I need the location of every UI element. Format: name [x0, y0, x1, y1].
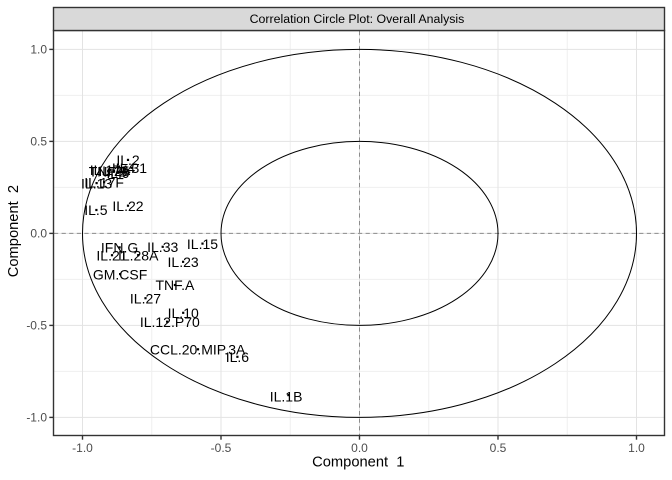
svg-text:TNF.B: TNF.B: [89, 163, 128, 179]
svg-text:0.5: 0.5: [30, 135, 47, 149]
svg-text:IL.22: IL.22: [112, 198, 143, 214]
svg-text:IL.2: IL.2: [116, 152, 140, 168]
svg-text:IL.21: IL.21: [96, 247, 127, 263]
svg-text:IL.10: IL.10: [168, 305, 199, 321]
svg-text:IL.9: IL.9: [106, 165, 130, 181]
svg-text:Component 2: Component 2: [6, 185, 22, 277]
svg-text:IL.12.P70: IL.12.P70: [140, 314, 200, 330]
svg-text:0.0: 0.0: [30, 227, 47, 241]
svg-text:IL.23: IL.23: [168, 254, 199, 270]
svg-text:IL.28A: IL.28A: [118, 247, 159, 263]
svg-text:IL.4: IL.4: [112, 160, 136, 176]
svg-text:GM.CSF: GM.CSF: [93, 266, 147, 282]
svg-text:IL.17F: IL.17F: [84, 174, 124, 190]
svg-text:Component 1: Component 1: [312, 454, 404, 470]
svg-text:1.0: 1.0: [628, 441, 645, 455]
svg-text:IL.27: IL.27: [130, 290, 161, 306]
svg-text:IL.5: IL.5: [84, 202, 108, 218]
svg-text:0.5: 0.5: [490, 441, 507, 455]
svg-text:1.0: 1.0: [30, 43, 47, 57]
svg-text:TNF.A: TNF.A: [155, 277, 195, 293]
svg-text:-0.5: -0.5: [211, 441, 232, 455]
svg-text:IL.17A: IL.17A: [90, 162, 131, 178]
svg-text:-1.0: -1.0: [26, 411, 47, 425]
svg-text:0.0: 0.0: [351, 441, 368, 455]
svg-text:IL.25: IL.25: [98, 163, 129, 179]
svg-text:CCL.20.MIP.3A: CCL.20.MIP.3A: [150, 342, 246, 358]
svg-text:IL.6: IL.6: [226, 349, 250, 365]
svg-text:IL.13: IL.13: [81, 175, 112, 191]
svg-text:IL.1B: IL.1B: [270, 389, 303, 405]
svg-text:IL.33: IL.33: [147, 239, 178, 255]
svg-text:-0.5: -0.5: [26, 319, 47, 333]
svg-text:IL.31: IL.31: [116, 160, 147, 176]
svg-text:IL.15: IL.15: [187, 236, 218, 252]
svg-text:Correlation Circle Plot: Overa: Correlation Circle Plot: Overall Analysi…: [250, 12, 465, 26]
svg-text:-1.0: -1.0: [72, 441, 93, 455]
svg-text:IFN.G: IFN.G: [101, 240, 138, 256]
